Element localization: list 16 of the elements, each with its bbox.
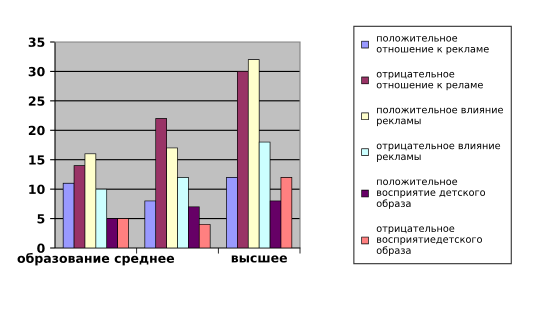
x-tick-label: высшее	[232, 255, 287, 263]
y-tick-label: 25	[28, 96, 44, 106]
y-tick-label: 35	[28, 37, 44, 47]
y-tick-label: 10	[29, 184, 45, 194]
y-tick-label: 0	[37, 243, 45, 253]
legend-label: отрицательное влияние рекламы	[376, 144, 500, 162]
legend-label: отрицательное восприятиедетского образа	[376, 226, 482, 256]
y-tick-label: 20	[28, 126, 45, 136]
y-tick-label: 5	[38, 214, 44, 224]
x-tick-label: образование среднее	[18, 252, 174, 266]
legend-label: отрицательное отношение к реламе	[376, 72, 483, 90]
legend-label: положительное влияние рекламы	[377, 108, 503, 126]
legend-label: положительное отношение к рекламе	[376, 36, 489, 54]
y-tick-label: 30	[28, 66, 45, 76]
legend-label: положительное восприятие детского образа	[376, 179, 486, 209]
y-tick-label: 15	[29, 155, 44, 165]
